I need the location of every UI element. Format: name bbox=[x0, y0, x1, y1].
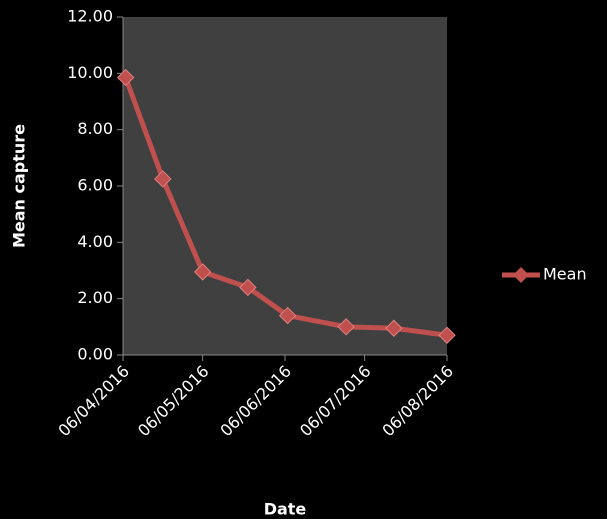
data-point bbox=[438, 326, 456, 344]
x-tick-label: 06/06/2016 bbox=[216, 362, 295, 441]
y-tick-label: 2.00 bbox=[77, 288, 113, 307]
y-tick-label: 10.00 bbox=[67, 63, 113, 82]
data-point bbox=[385, 319, 403, 337]
y-tick-label: 6.00 bbox=[77, 176, 113, 195]
x-axis-label: Date bbox=[264, 500, 307, 519]
y-tick-label: 12.00 bbox=[67, 7, 113, 26]
data-point bbox=[337, 318, 355, 336]
data-point bbox=[193, 263, 212, 281]
legend-label: Mean bbox=[543, 265, 587, 284]
x-tick-label: 06/07/2016 bbox=[296, 362, 375, 441]
y-tick-label: 0.00 bbox=[77, 345, 113, 364]
data-point bbox=[278, 306, 297, 325]
x-tick-label: 06/05/2016 bbox=[134, 362, 213, 441]
legend-marker bbox=[513, 267, 529, 283]
data-point bbox=[116, 68, 135, 87]
data-point bbox=[154, 170, 172, 188]
x-tick-label: 06/04/2016 bbox=[54, 362, 133, 441]
y-tick-label: 4.00 bbox=[77, 232, 113, 251]
plot-area bbox=[123, 17, 447, 355]
x-tick-label: 06/08/2016 bbox=[378, 362, 457, 441]
y-axis-label: Mean capture bbox=[10, 124, 29, 248]
data-point bbox=[239, 278, 257, 297]
y-tick-label: 8.00 bbox=[77, 119, 113, 138]
